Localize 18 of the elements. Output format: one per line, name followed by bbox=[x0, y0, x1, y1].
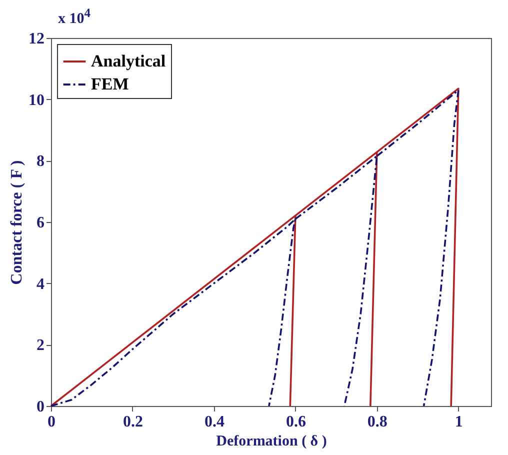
x-tick-label: 0.2 bbox=[122, 414, 143, 430]
y-tick-label: 8 bbox=[36, 153, 44, 170]
x-axis-title: Deformation ( δ ) bbox=[216, 434, 327, 450]
x-tick-label: 0.8 bbox=[367, 414, 388, 430]
y-tick-label: 4 bbox=[36, 276, 44, 293]
legend-label: FEM bbox=[91, 74, 129, 94]
y-axis-title: Contact force ( F ) bbox=[8, 160, 26, 285]
y-tick-label: 2 bbox=[36, 337, 44, 354]
y-tick-label: 12 bbox=[28, 30, 44, 48]
x-tick-label: 0.4 bbox=[204, 414, 224, 430]
y-tick-label: 6 bbox=[36, 214, 44, 232]
text: x 10$^{4}$ bbox=[58, 6, 90, 28]
x-tick-label: 1 bbox=[454, 414, 463, 430]
legend-label: Analytical bbox=[91, 52, 166, 70]
y-tick-label: 0 bbox=[36, 398, 44, 416]
x-tick-label: 0 bbox=[48, 414, 56, 430]
y-tick-label: 10 bbox=[28, 92, 44, 109]
x-tick-label: 0.6 bbox=[286, 414, 306, 430]
